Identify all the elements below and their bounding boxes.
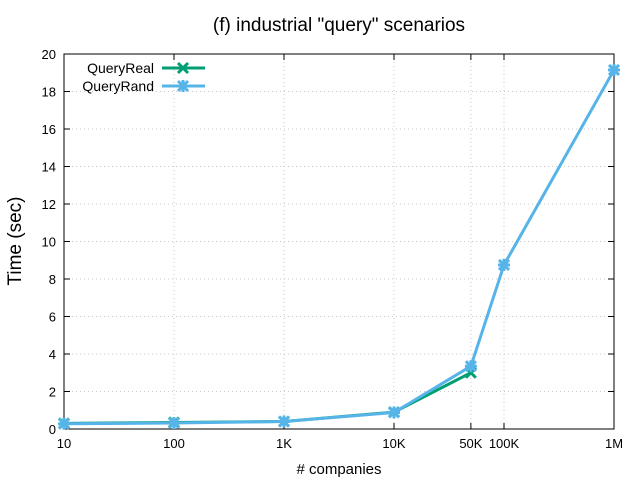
y-axis-label: Time (sec): [5, 196, 26, 285]
x-tick-label: 100: [163, 436, 185, 451]
y-tick-label: 6: [49, 310, 56, 325]
data-point: [167, 416, 181, 430]
series-line: [63, 371, 472, 425]
legend-marker: [176, 61, 190, 75]
data-point: [464, 360, 477, 373]
data-point: [387, 406, 401, 419]
data-point: [497, 258, 511, 271]
axis-ticks: 0 2 4 6 8 10 12 14 16 18 20 10 100 1K 10K 50K 100K 1M: [42, 47, 624, 451]
y-tick-label: 14: [42, 160, 56, 175]
y-tick-label: 0: [49, 422, 56, 437]
x-tick-label: 10K: [382, 436, 405, 451]
y-tick-label: 2: [49, 385, 56, 400]
series-line: [63, 69, 616, 426]
data-point: [607, 63, 621, 76]
series-QueryRand: [57, 63, 621, 430]
x-tick-label: 10: [57, 436, 71, 451]
grid-lines: [64, 54, 614, 429]
y-tick-label: 16: [42, 122, 56, 137]
plot-frame: [63, 53, 615, 430]
chart-title: (f) industrial "query" scenarios: [213, 15, 465, 36]
x-tick-label: 1M: [605, 436, 623, 451]
marker-stroke: [176, 61, 190, 75]
x-tick-label: 50K: [459, 436, 482, 451]
legend: QueryReal QueryRand: [82, 60, 205, 94]
y-tick-label: 4: [49, 347, 56, 362]
legend-label: QueryReal: [87, 60, 154, 76]
x-axis-label: # companies: [296, 461, 381, 478]
y-tick-label: 12: [42, 197, 56, 212]
legend-marker: [176, 79, 190, 93]
y-tick-label: 18: [42, 85, 56, 100]
data-point: [57, 417, 71, 430]
y-tick-label: 20: [42, 47, 56, 62]
x-tick-label: 100K: [489, 436, 520, 451]
y-tick-label: 8: [49, 272, 56, 287]
legend-label: QueryRand: [82, 78, 154, 94]
x-tick-label: 1K: [276, 436, 292, 451]
y-tick-label: 10: [42, 235, 56, 250]
series-layer: [57, 63, 621, 430]
data-point: [277, 415, 291, 428]
series-QueryReal: [57, 366, 477, 430]
